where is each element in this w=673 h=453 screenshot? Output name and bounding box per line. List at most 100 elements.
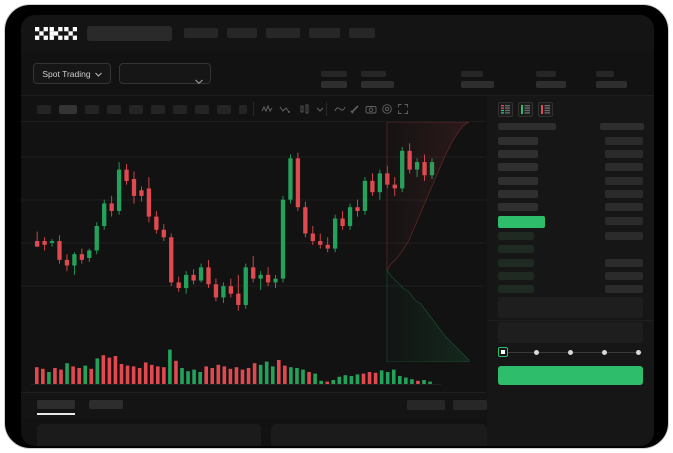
orderbook-ask-row-5[interactable] xyxy=(498,189,538,198)
price-chart-panel[interactable] xyxy=(21,122,486,392)
volume-histogram xyxy=(31,349,441,385)
price-input[interactable] xyxy=(498,297,643,318)
orderbook-last-price-amount xyxy=(605,217,643,226)
chart-type-icon[interactable] xyxy=(299,103,311,115)
slider-node-50[interactable] xyxy=(568,349,573,355)
ticker-stat-high xyxy=(361,71,394,88)
orderbook-bid-row-2[interactable] xyxy=(498,245,534,254)
chart-tab-1[interactable] xyxy=(37,400,75,409)
orderbook-ask-row-6-amount xyxy=(605,203,643,211)
settings-icon[interactable] xyxy=(381,103,393,115)
orderbook-ask-row-3[interactable] xyxy=(498,163,538,172)
bottom-panel-positions[interactable] xyxy=(271,424,487,446)
bottom-panel-orders[interactable] xyxy=(37,424,261,446)
orderbook-bid-row-4-amount xyxy=(605,271,643,280)
device-frame: Spot Trading xyxy=(4,4,669,449)
orderbook-bid-row-5[interactable] xyxy=(498,285,534,293)
orderbook-last-price xyxy=(498,216,545,229)
ticker-stat-low xyxy=(461,71,494,88)
compare-icon[interactable] xyxy=(279,103,291,115)
percent-slider[interactable] xyxy=(498,347,643,357)
orderbook-bid-row-1[interactable] xyxy=(498,232,534,241)
ticker-stat-volume-quote xyxy=(596,71,627,88)
ticker-stat-low-label xyxy=(461,71,483,77)
orderbook-ask-row-3-amount xyxy=(605,163,643,172)
orderbook-ask-row-2[interactable] xyxy=(498,150,538,159)
ticker-stat-change xyxy=(321,71,347,88)
timeframe-5[interactable] xyxy=(129,105,143,114)
order-book-panel xyxy=(487,96,654,296)
orderbook-header-price xyxy=(498,123,556,130)
toolbar-divider-1 xyxy=(253,102,254,116)
timeframe-2[interactable] xyxy=(59,105,77,114)
chart-toolbar xyxy=(21,96,486,122)
nav-item-1[interactable] xyxy=(184,28,218,38)
slider-node-75[interactable] xyxy=(601,349,607,355)
ticker-stat-volume-base-label xyxy=(536,71,556,77)
ticker-stat-volume-quote-label xyxy=(596,71,614,77)
orderbook-ask-row-5-amount xyxy=(605,189,643,198)
chart-action-2[interactable] xyxy=(453,400,487,410)
chevron-down-icon[interactable] xyxy=(314,103,326,115)
ticker-stat-low-value xyxy=(461,81,494,88)
app-screen: Spot Trading xyxy=(21,15,654,446)
magnet-icon[interactable] xyxy=(349,103,361,115)
ticker-stat-high-label xyxy=(361,71,386,77)
orderbook-mode-both-button[interactable] xyxy=(498,102,513,117)
orderbook-header-amount xyxy=(600,123,644,130)
orderbook-bid-row-5-amount xyxy=(605,285,643,293)
trading-pair-dropdown[interactable] xyxy=(119,63,211,84)
orderbook-mode-bids-button[interactable] xyxy=(518,102,533,117)
orderbook-ask-row-6[interactable] xyxy=(498,203,538,211)
tab-divider xyxy=(487,320,654,321)
orderbook-bid-row-4[interactable] xyxy=(498,271,534,280)
nav-item-4[interactable] xyxy=(309,28,340,38)
global-search-input[interactable] xyxy=(87,26,172,41)
ticker-stat-volume-base-value xyxy=(536,81,566,88)
chart-action-1[interactable] xyxy=(407,400,445,410)
chart-bottom-bar xyxy=(21,392,487,418)
ticker-stat-change-value xyxy=(321,81,347,88)
submit-order-button[interactable] xyxy=(498,366,643,385)
orderbook-ask-row-1[interactable] xyxy=(498,137,538,145)
chevron-down-icon xyxy=(94,69,102,79)
ticker-stat-volume-quote-value xyxy=(596,81,627,88)
orderbook-bid-row-1-amount xyxy=(605,232,643,241)
nav-item-2[interactable] xyxy=(227,28,257,38)
orderbook-bid-row-3-amount xyxy=(605,258,643,267)
chevron-down-icon xyxy=(195,71,203,89)
timeframe-3[interactable] xyxy=(85,105,99,114)
ticker-stat-change-label xyxy=(321,71,347,77)
timeframe-6[interactable] xyxy=(151,105,165,114)
market-type-dropdown[interactable]: Spot Trading xyxy=(33,63,111,84)
orderbook-ask-row-4-amount xyxy=(605,176,643,185)
orderbook-ask-row-4[interactable] xyxy=(498,176,538,185)
camera-icon[interactable] xyxy=(365,103,377,115)
orderbook-mode-asks-button[interactable] xyxy=(538,102,553,117)
timeframe-9[interactable] xyxy=(217,105,231,114)
orderbook-ask-row-2-amount xyxy=(605,150,643,159)
fullscreen-icon[interactable] xyxy=(397,103,409,115)
slider-node-100[interactable] xyxy=(635,349,641,355)
timeframe-4[interactable] xyxy=(107,105,121,114)
ticker-stat-high-value xyxy=(361,81,394,88)
slider-node-25[interactable] xyxy=(534,349,540,355)
ticker-bar: Spot Trading xyxy=(21,52,654,125)
amount-input[interactable] xyxy=(498,322,643,343)
market-type-label: Spot Trading xyxy=(42,68,91,79)
line-chart-icon[interactable] xyxy=(334,103,346,115)
timeframe-7[interactable] xyxy=(173,105,187,114)
timeframe-10[interactable] xyxy=(239,105,247,114)
nav-item-5[interactable] xyxy=(349,28,375,38)
depth-chart-overlay xyxy=(386,122,470,362)
orderbook-bid-row-3[interactable] xyxy=(498,258,534,267)
slider-handle[interactable] xyxy=(498,347,508,357)
timeframe-1[interactable] xyxy=(37,105,51,114)
nav-item-3[interactable] xyxy=(266,28,300,38)
timeframe-8[interactable] xyxy=(195,105,209,114)
toolbar-divider-2 xyxy=(326,102,327,116)
chart-tab-2[interactable] xyxy=(89,400,123,409)
orderbook-ask-row-1-amount xyxy=(605,137,643,145)
okx-logo[interactable] xyxy=(35,27,77,40)
indicator-icon[interactable] xyxy=(261,103,273,115)
